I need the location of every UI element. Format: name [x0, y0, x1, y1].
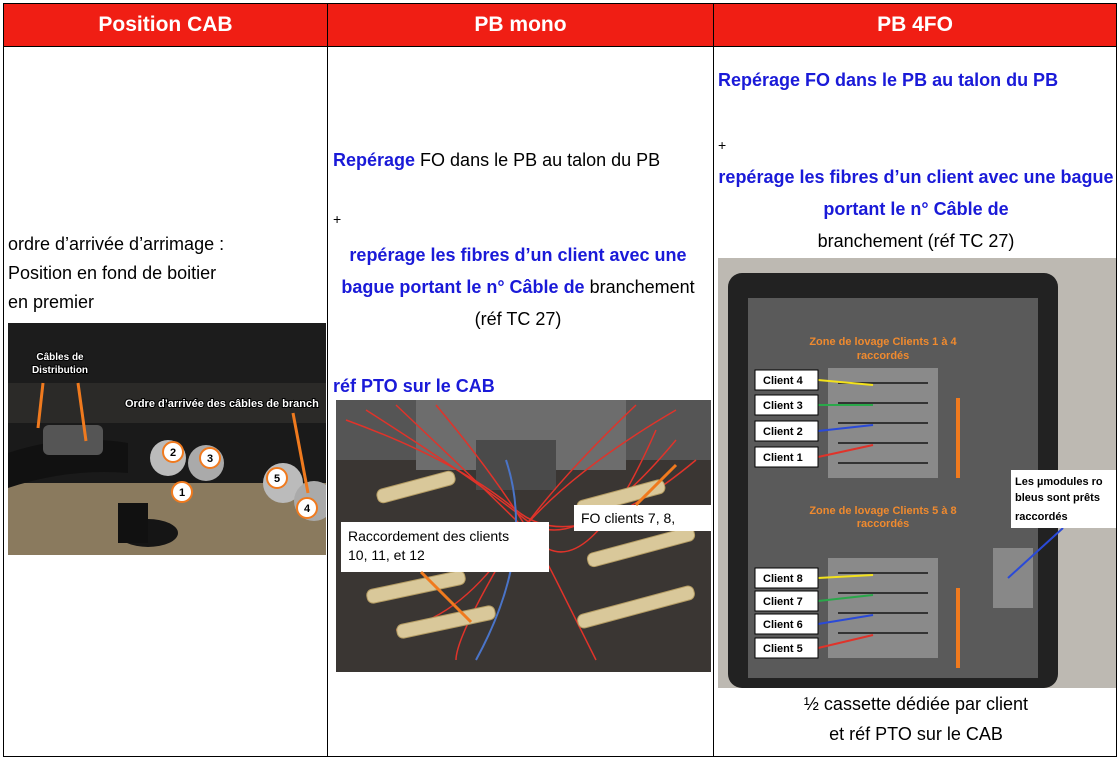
bold-text: Repérage FO dans le PB au talon du PB	[718, 70, 1059, 90]
photo-label: Zone de lovage Clients 1 à 4	[809, 336, 957, 348]
client-label: Client 5	[763, 643, 803, 655]
order-number: 3	[207, 453, 213, 465]
bold-text: réf PTO sur le CAB	[333, 376, 495, 396]
photo-pb-4fo: Zone de lovage Clients 1 à 4 raccordés Z…	[718, 258, 1116, 688]
photo-label: bleus sont prêts	[1015, 492, 1100, 504]
header-cell: PB mono	[327, 3, 714, 47]
header-text: Position CAB	[98, 13, 233, 36]
client-label: Client 3	[763, 400, 803, 412]
paragraph: réf PTO sur le CAB	[333, 370, 495, 402]
text-line: Position en fond de boitier	[8, 263, 217, 283]
caption: ½ cassette dédiée par client et réf PTO …	[718, 689, 1114, 749]
header-cell: Position CAB	[3, 3, 328, 47]
bold-text: repérage les fibres d’un client avec une…	[718, 167, 1114, 219]
text: branchement (réf TC 27)	[817, 231, 1015, 251]
paragraph: repérage les fibres d’un client avec une…	[718, 161, 1114, 257]
photo-label: Câbles de	[36, 352, 84, 363]
order-number: 5	[274, 473, 280, 485]
header-text: PB 4FO	[877, 13, 953, 36]
photo-label: raccordés	[857, 518, 910, 530]
client-label: Client 2	[763, 426, 803, 438]
photo-label: Les µmodules ro	[1015, 476, 1103, 488]
order-number: 4	[304, 503, 311, 515]
photo-label: Ordre d’arrivée des câbles de branch	[125, 398, 319, 410]
client-label: Client 4	[763, 375, 804, 387]
plus: +	[333, 211, 342, 227]
text: FO dans le PB au talon du PB	[415, 150, 661, 170]
client-label: Client 1	[763, 452, 803, 464]
paragraph: ordre d’arrivée d’arrimage : Position en…	[8, 230, 224, 317]
text-line: ordre d’arrivée d’arrimage :	[8, 234, 225, 254]
photo-label: Distribution	[32, 365, 88, 376]
order-number: 1	[179, 487, 185, 499]
photo-label: raccordés	[1015, 511, 1068, 523]
paragraph: Repérage FO dans le PB au talon du PB	[718, 64, 1114, 96]
header-text: PB mono	[474, 13, 567, 36]
bold-text: Repérage	[333, 150, 416, 170]
text-line: en premier	[8, 292, 95, 312]
text-line: et réf PTO sur le CAB	[829, 724, 1003, 744]
text-line: ½ cassette dédiée par client	[803, 694, 1029, 714]
photo-label: Raccordement des clients	[348, 528, 509, 544]
photo-label: FO clients 7, 8,	[581, 510, 675, 526]
text: branchement (réf TC 27)	[474, 277, 695, 329]
client-label: Client 8	[763, 573, 803, 585]
plus: +	[718, 137, 727, 153]
photo-cab: Câbles de Distribution Ordre d’arrivée d…	[8, 323, 326, 555]
photo-label: Zone de lovage Clients 5 à 8	[809, 505, 956, 517]
photo-label: 10, 11, et 12	[348, 547, 425, 563]
header-cell: PB 4FO	[713, 3, 1117, 47]
paragraph: repérage les fibres d’un client avec une…	[333, 239, 703, 335]
client-label: Client 7	[763, 596, 803, 608]
photo-label: raccordés	[857, 350, 910, 362]
bold-text: repérage les fibres d’un client avec une…	[341, 245, 687, 297]
order-number: 2	[170, 447, 176, 459]
client-label: Client 6	[763, 619, 803, 631]
photo-pb-mono: Raccordement des clients 10, 11, et 12 F…	[336, 400, 711, 672]
paragraph: Repérage FO dans le PB au talon du PB	[333, 144, 703, 176]
